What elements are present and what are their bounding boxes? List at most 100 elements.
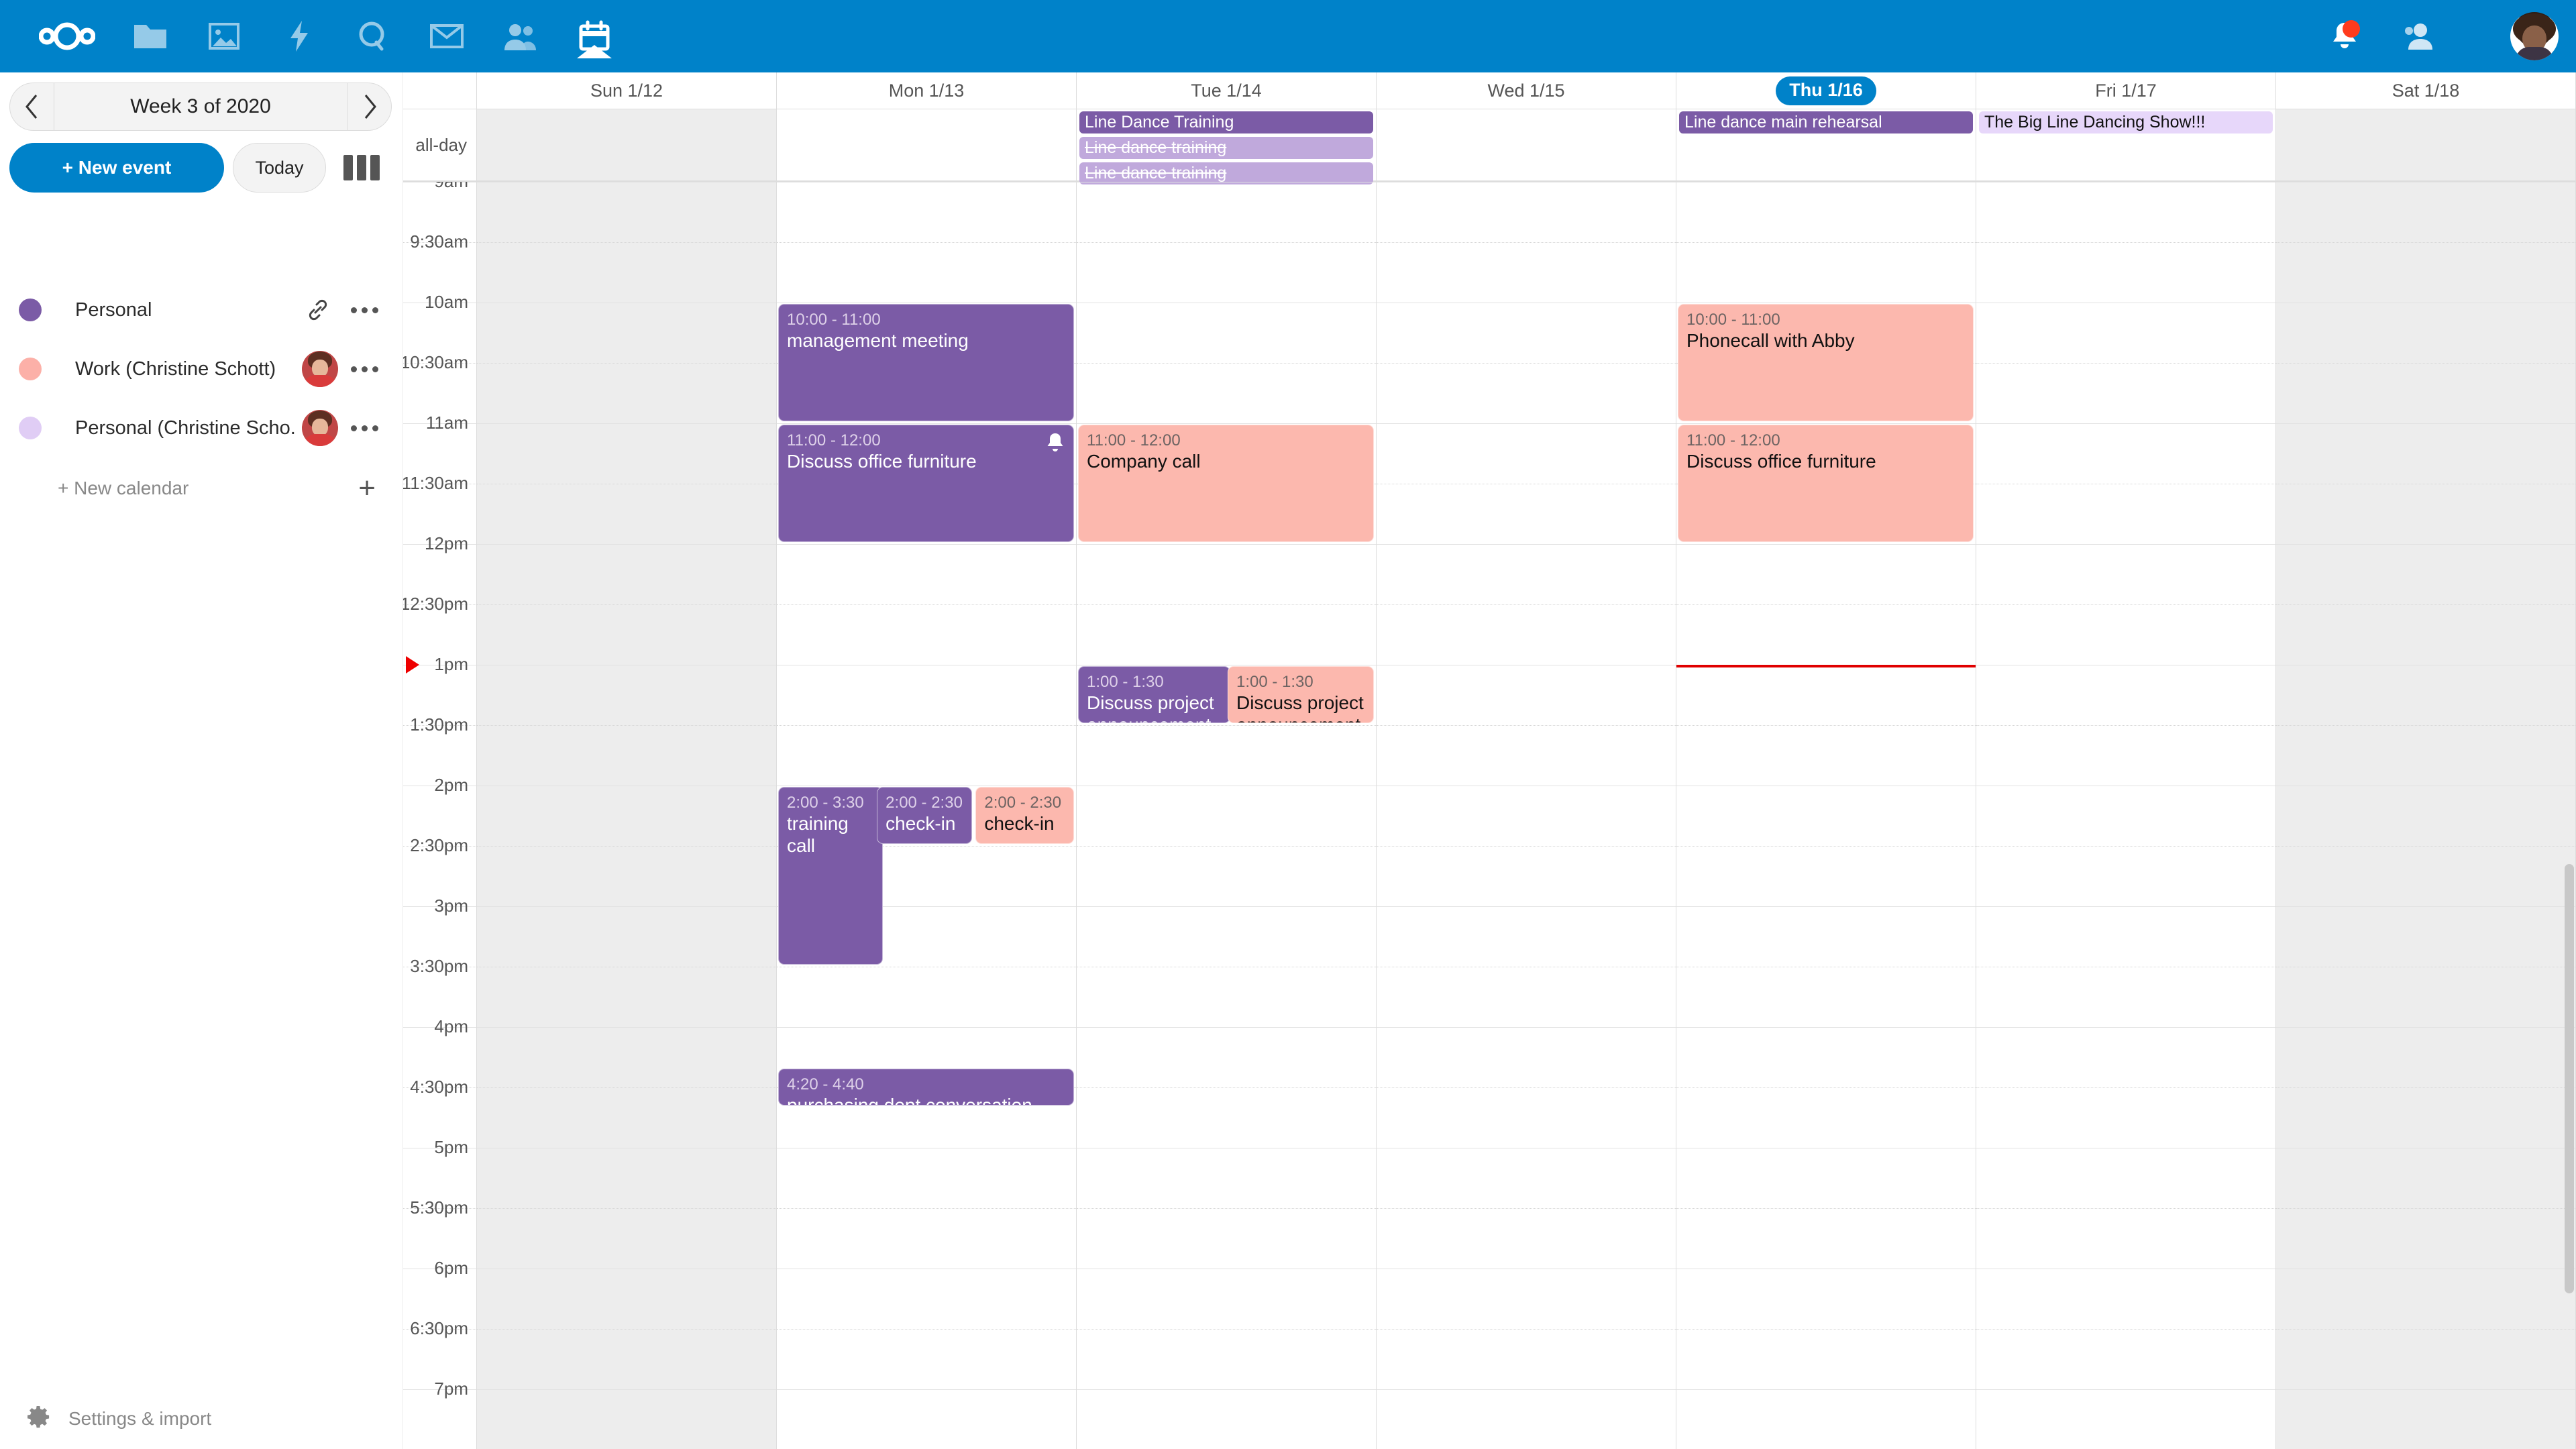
files-icon[interactable] <box>114 15 186 58</box>
vertical-scrollbar[interactable] <box>2565 864 2574 1293</box>
time-axis: 9am 9:30am 10am 10:30am 11am 11:30am 12pm 12:30… <box>403 182 477 1449</box>
mail-icon[interactable] <box>411 15 483 58</box>
new-event-button[interactable]: + New event <box>9 143 224 193</box>
day-header-2[interactable]: Tue 1/14 <box>1077 72 1377 109</box>
grid-line <box>1976 242 2275 243</box>
date-navigation: Week 3 of 2020 <box>9 83 392 131</box>
today-button[interactable]: Today <box>233 143 326 193</box>
calendar-event[interactable]: 11:00 - 12:00 Company call <box>1078 425 1374 542</box>
contacts-nav-icon[interactable] <box>484 15 557 58</box>
day-column-5[interactable] <box>1976 182 2276 1449</box>
grid-line <box>2276 544 2575 545</box>
all-day-event[interactable]: Line dance training <box>1079 137 1373 159</box>
new-calendar-button[interactable]: + New calendar + <box>0 465 402 512</box>
calendar-event[interactable]: 2:00 - 3:30 training call <box>778 787 883 965</box>
all-day-event[interactable]: Line dance main rehearsal <box>1679 111 1973 133</box>
lightning-icon[interactable] <box>263 15 335 58</box>
calendar-item-personal-christine-schott[interactable]: Personal (Christine Scho... <box>0 398 402 458</box>
grid-line <box>1077 906 1376 907</box>
view-switcher-icon[interactable] <box>343 152 385 184</box>
event-time: 10:00 - 11:00 <box>787 311 881 329</box>
calendar-name: Work (Christine Schott) <box>75 358 276 380</box>
calendar-item-personal[interactable]: Personal <box>0 280 402 339</box>
calendar-item-work-christine-schott[interactable]: Work (Christine Schott) <box>0 339 402 398</box>
grid-line <box>1676 423 1976 424</box>
event-time: 2:00 - 2:30 <box>885 794 963 812</box>
day-header-0[interactable]: Sun 1/12 <box>477 72 777 109</box>
next-week-button[interactable] <box>347 83 391 130</box>
time-label: 11:30am <box>403 473 468 493</box>
previous-week-button[interactable] <box>10 83 54 130</box>
time-slot: 1pm <box>403 654 476 725</box>
calendar-actions-menu[interactable] <box>346 415 382 441</box>
grid-line <box>1377 1087 1676 1088</box>
event-time: 1:00 - 1:30 <box>1087 673 1164 691</box>
calendar-event[interactable]: 4:20 - 4:40 purchasing dept conversation <box>778 1068 1074 1106</box>
all-day-cell-1[interactable] <box>777 109 1077 180</box>
current-time-line <box>1676 665 1976 667</box>
all-day-event[interactable]: Line Dance Training <box>1079 111 1373 133</box>
calendar-event[interactable]: 2:00 - 2:30 check-in <box>877 787 973 844</box>
calendar-color-dot <box>19 299 42 321</box>
time-slot: 5pm <box>403 1137 476 1208</box>
all-day-cell-0[interactable] <box>477 109 777 180</box>
all-day-event[interactable]: The Big Line Dancing Show!!! <box>1979 111 2273 133</box>
day-column-1[interactable]: 10:00 - 11:00 management meeting 11:00 - 1… <box>777 182 1077 1449</box>
calendar-actions-menu[interactable] <box>346 297 382 323</box>
calendar-icon[interactable] <box>558 15 631 58</box>
day-column-6[interactable] <box>2276 182 2576 1449</box>
calendar-event[interactable]: 11:00 - 12:00 Discuss office furniture <box>1678 425 1974 542</box>
week-title: Week 3 of 2020 <box>130 95 271 117</box>
share-link-icon[interactable] <box>301 292 335 327</box>
calendar-actions-menu[interactable] <box>346 356 382 382</box>
all-day-cell-4[interactable]: Line dance main rehearsal <box>1676 109 1976 180</box>
time-slot: 5:30pm <box>403 1197 476 1269</box>
day-header-6[interactable]: Sat 1/18 <box>2276 72 2576 109</box>
notifications-bell-icon[interactable] <box>2314 16 2375 56</box>
day-column-3[interactable] <box>1377 182 1676 1449</box>
grid-line <box>477 1329 776 1330</box>
time-label: 6:30pm <box>410 1318 468 1338</box>
day-column-0[interactable] <box>477 182 777 1449</box>
grid-line <box>477 725 776 726</box>
all-day-cell-6[interactable] <box>2276 109 2576 180</box>
grid-line <box>777 1329 1076 1330</box>
settings-import-button[interactable]: Settings & import <box>0 1389 402 1449</box>
calendar-event[interactable]: 11:00 - 12:00 Discuss office furniture <box>778 425 1074 542</box>
all-day-cell-3[interactable] <box>1377 109 1676 180</box>
grid-line <box>2276 1087 2575 1088</box>
event-title: Phonecall with Abby <box>1686 330 1855 351</box>
calendar-event[interactable]: 10:00 - 11:00 management meeting <box>778 304 1074 421</box>
grid-line <box>1377 906 1676 907</box>
time-slot: 11am <box>403 413 476 484</box>
time-grid-scroll[interactable]: 9am 9:30am 10am 10:30am 11am 11:30am 12pm 12:30… <box>403 182 2576 1449</box>
contacts-menu-icon[interactable] <box>2388 16 2449 56</box>
nextcloud-logo[interactable] <box>20 15 114 58</box>
grid-line <box>2276 906 2575 907</box>
grid-line <box>1377 423 1676 424</box>
day-header-4[interactable]: Thu 1/16 <box>1676 72 1976 109</box>
search-icon[interactable] <box>337 15 409 58</box>
day-header-1[interactable]: Mon 1/13 <box>777 72 1077 109</box>
day-header-5[interactable]: Fri 1/17 <box>1976 72 2276 109</box>
grid-line <box>1976 544 2275 545</box>
all-day-cell-2[interactable]: Line Dance Training Line dance training Li… <box>1077 109 1377 184</box>
time-label: 10:30am <box>403 352 468 372</box>
day-header-3[interactable]: Wed 1/15 <box>1377 72 1676 109</box>
user-avatar[interactable] <box>2510 12 2559 60</box>
day-column-2[interactable]: 11:00 - 12:00 Company call 1:00 - 1:30 Disc… <box>1077 182 1377 1449</box>
all-day-cell-5[interactable]: The Big Line Dancing Show!!! <box>1976 109 2276 180</box>
calendar-event[interactable]: 2:00 - 2:30 check-in <box>975 787 1074 844</box>
plus-icon[interactable]: + <box>358 472 376 504</box>
day-column-4[interactable]: 10:00 - 11:00 Phonecall with Abby 11:00 - … <box>1676 182 1976 1449</box>
time-label: 5:30pm <box>410 1197 468 1218</box>
time-label: 4:30pm <box>410 1077 468 1097</box>
calendar-event[interactable]: 10:00 - 11:00 Phonecall with Abby <box>1678 304 1974 421</box>
photos-icon[interactable] <box>188 15 260 58</box>
all-day-label: all-day <box>403 109 477 180</box>
all-day-event[interactable]: Line dance training <box>1079 162 1373 184</box>
time-slot: 11:30am <box>403 473 476 544</box>
grid-line <box>1077 423 1376 424</box>
